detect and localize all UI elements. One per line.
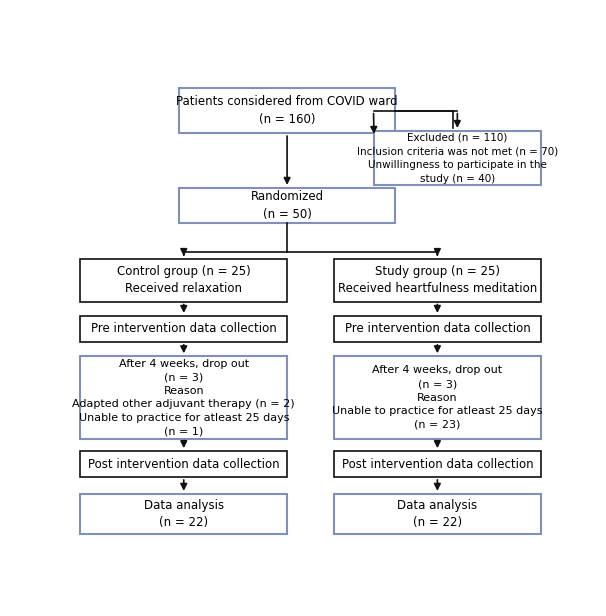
FancyBboxPatch shape xyxy=(334,451,541,477)
Text: Excluded (n = 110)
Inclusion criteria was not met (n = 70)
Unwillingness to part: Excluded (n = 110) Inclusion criteria wa… xyxy=(357,132,558,184)
Text: Control group (n = 25)
Received relaxation: Control group (n = 25) Received relaxati… xyxy=(117,265,251,296)
Text: Post intervention data collection: Post intervention data collection xyxy=(88,458,279,471)
FancyBboxPatch shape xyxy=(81,493,287,534)
Text: Pre intervention data collection: Pre intervention data collection xyxy=(344,322,530,335)
FancyBboxPatch shape xyxy=(334,493,541,534)
Text: Data analysis
(n = 22): Data analysis (n = 22) xyxy=(398,498,478,529)
FancyBboxPatch shape xyxy=(334,316,541,342)
FancyBboxPatch shape xyxy=(179,188,395,224)
FancyBboxPatch shape xyxy=(81,356,287,439)
Text: After 4 weeks, drop out
(n = 3)
Reason
Unable to practice for atleast 25 days
(n: After 4 weeks, drop out (n = 3) Reason U… xyxy=(332,365,542,430)
FancyBboxPatch shape xyxy=(374,131,541,185)
FancyBboxPatch shape xyxy=(81,451,287,477)
FancyBboxPatch shape xyxy=(179,88,395,133)
Text: Patients considered from COVID ward
(n = 160): Patients considered from COVID ward (n =… xyxy=(176,95,398,126)
FancyBboxPatch shape xyxy=(334,259,541,302)
Text: Pre intervention data collection: Pre intervention data collection xyxy=(91,322,277,335)
Text: After 4 weeks, drop out
(n = 3)
Reason
Adapted other adjuvant therapy (n = 2)
Un: After 4 weeks, drop out (n = 3) Reason A… xyxy=(73,359,295,437)
FancyBboxPatch shape xyxy=(334,356,541,439)
FancyBboxPatch shape xyxy=(81,259,287,302)
FancyBboxPatch shape xyxy=(81,316,287,342)
Text: Data analysis
(n = 22): Data analysis (n = 22) xyxy=(144,498,224,529)
Text: Study group (n = 25)
Received heartfulness meditation: Study group (n = 25) Received heartfulne… xyxy=(338,265,537,296)
Text: Post intervention data collection: Post intervention data collection xyxy=(342,458,533,471)
Text: Randomized
(n = 50): Randomized (n = 50) xyxy=(250,190,324,221)
